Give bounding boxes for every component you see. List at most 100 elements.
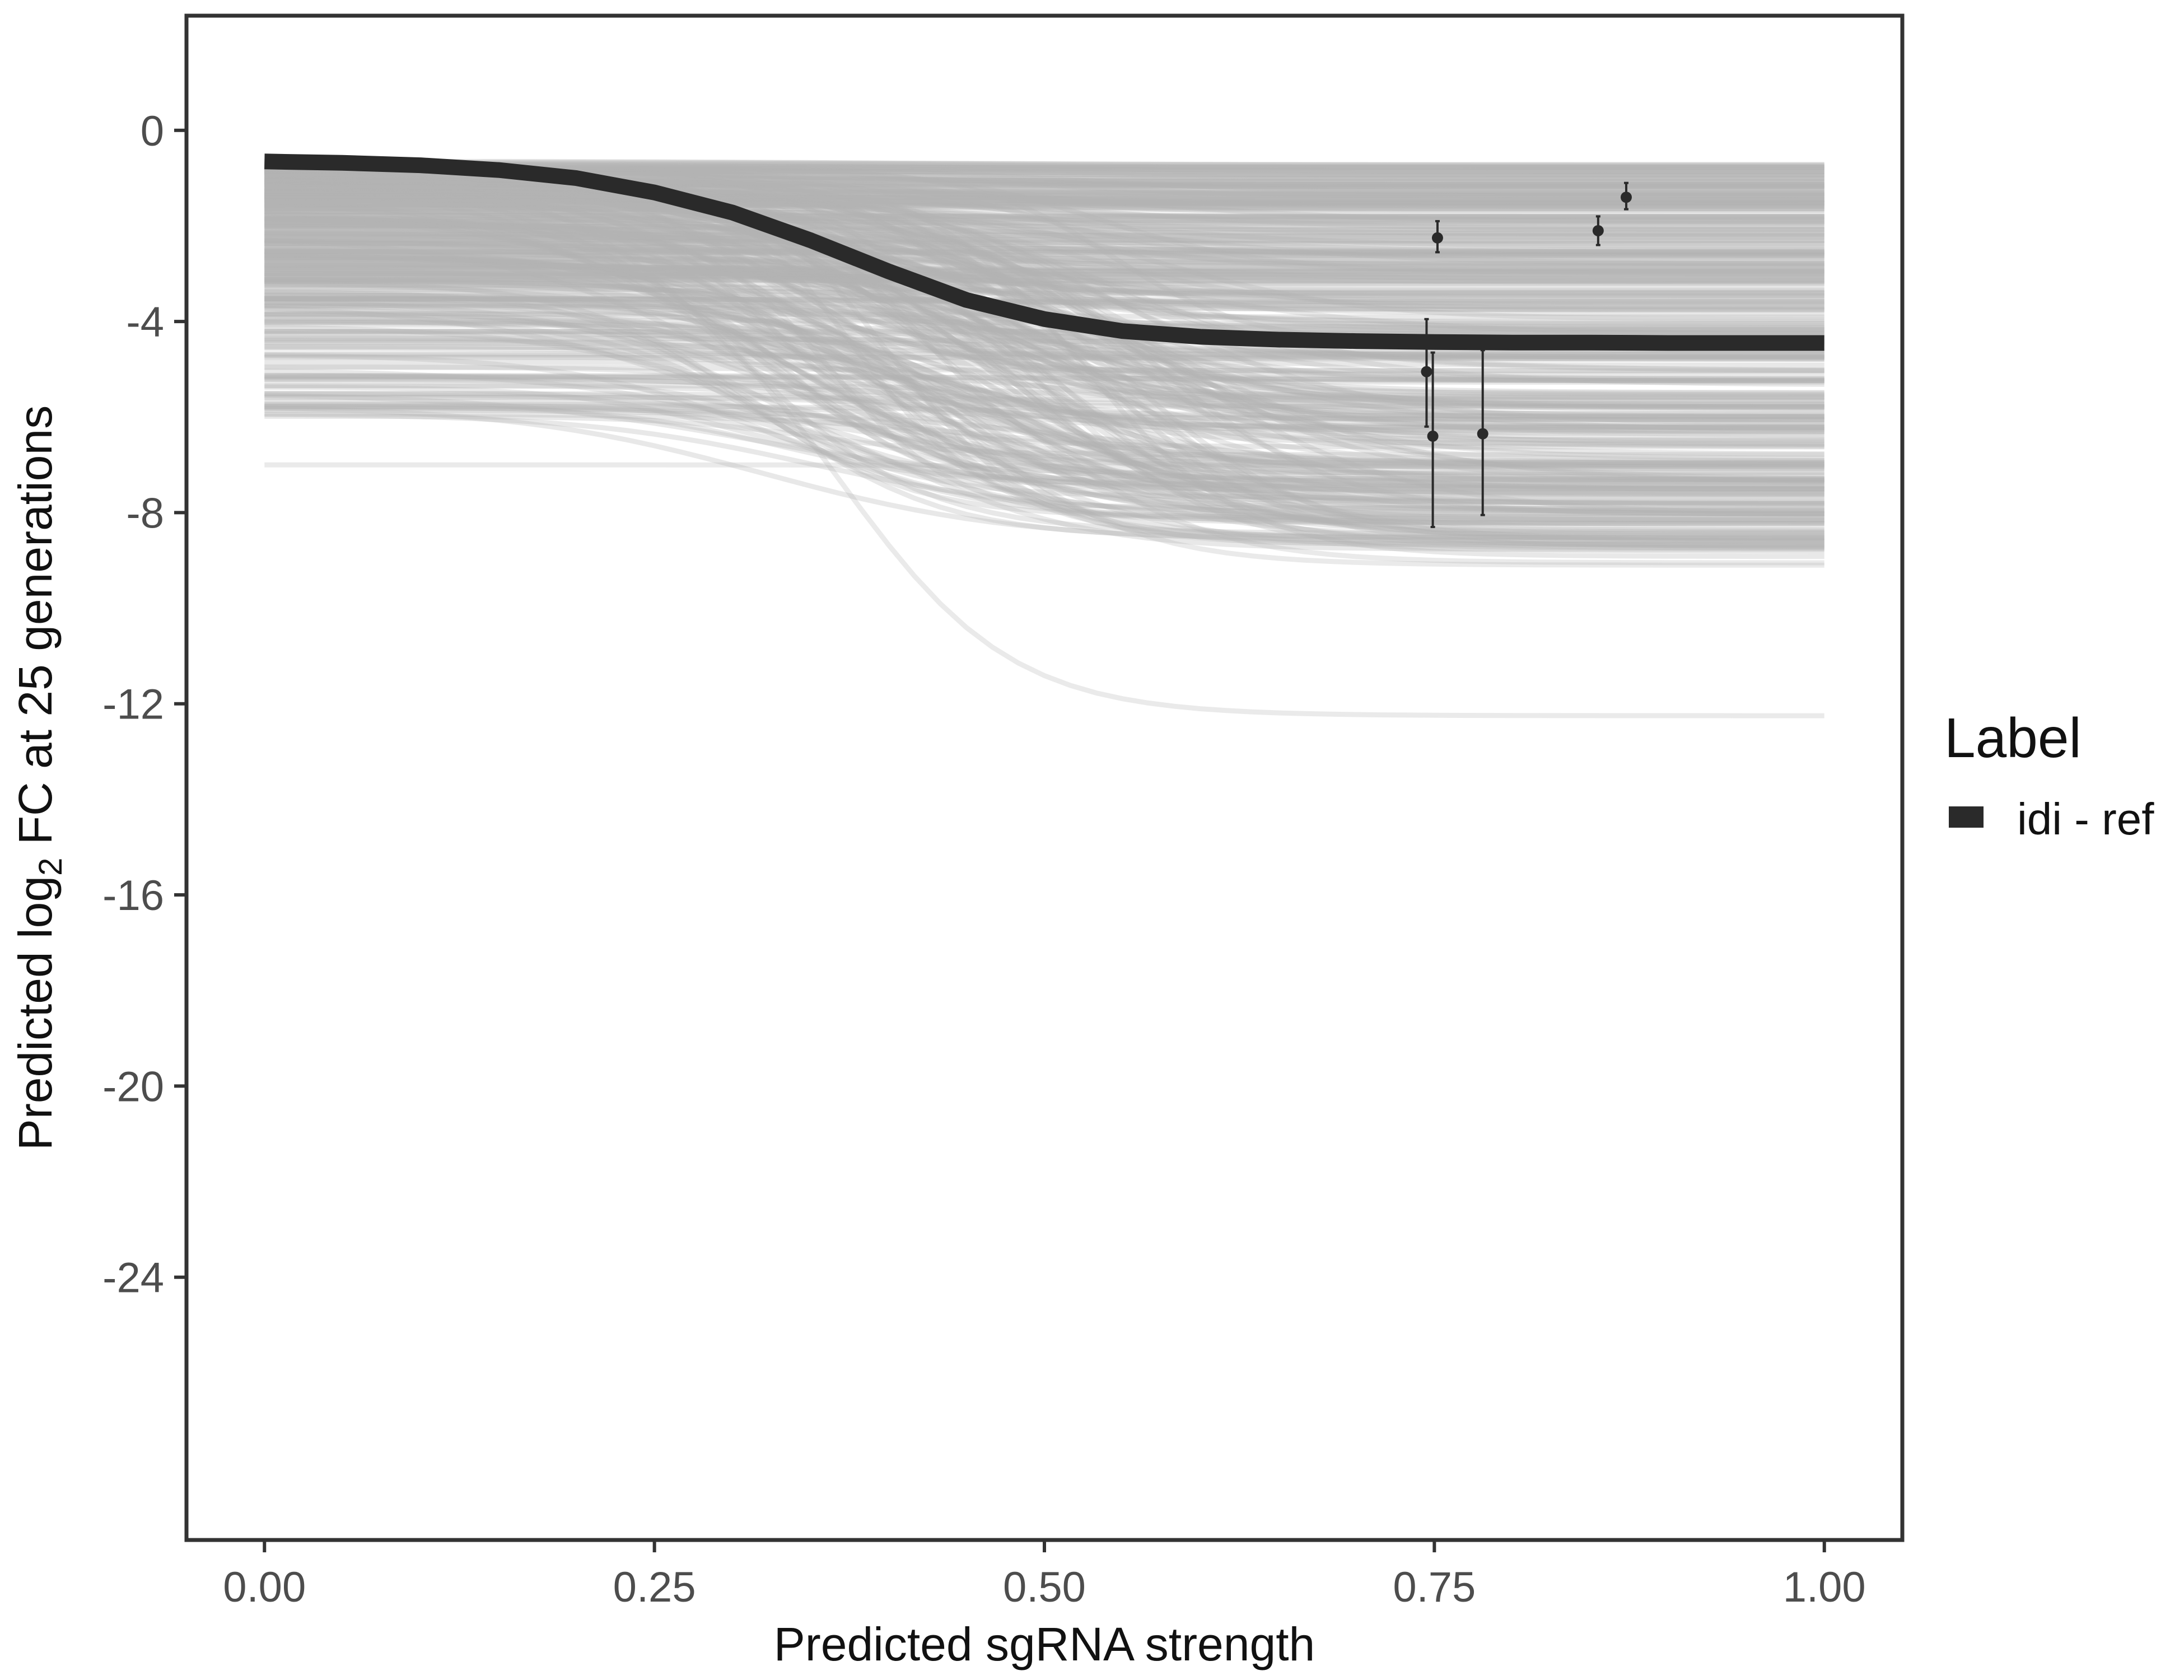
- posterior-draw-line: [264, 239, 1824, 268]
- posterior-draw-line: [264, 395, 1824, 403]
- posterior-draw-line: [264, 221, 1824, 520]
- posterior-draw-line: [264, 256, 1824, 465]
- posterior-draw-line: [264, 194, 1824, 475]
- posterior-draw-line: [264, 179, 1824, 276]
- posterior-draw-line: [264, 251, 1824, 514]
- y-tick-label: -16: [102, 872, 164, 920]
- posterior-draw-line: [264, 269, 1824, 537]
- posterior-draw-line: [264, 253, 1824, 298]
- posterior-draw-line: [264, 354, 1824, 512]
- posterior-draw-line: [264, 230, 1824, 483]
- posterior-draw-line: [264, 179, 1824, 491]
- posterior-draw-line: [264, 329, 1824, 505]
- posterior-draw-line: [264, 217, 1824, 232]
- posterior-draw-line: [264, 377, 1824, 488]
- posterior-draw-line: [264, 245, 1824, 337]
- posterior-draw-line: [264, 393, 1824, 496]
- posterior-draw-line: [264, 240, 1824, 259]
- posterior-draw-line: [264, 374, 1824, 422]
- posterior-draw-line: [264, 324, 1824, 485]
- posterior-draw-line: [264, 264, 1824, 272]
- posterior-draw-line: [264, 200, 1824, 206]
- posterior-draw-line: [264, 271, 1824, 281]
- posterior-draw-line: [264, 207, 1824, 517]
- posterior-draw-outlier: [264, 462, 1824, 470]
- posterior-draw-line: [264, 384, 1824, 475]
- posterior-draw-line: [264, 296, 1824, 313]
- posterior-draw-line: [264, 243, 1824, 282]
- posterior-draw-line: [264, 277, 1824, 287]
- posterior-draw-line: [264, 189, 1824, 220]
- posterior-draw-line: [264, 259, 1824, 268]
- posterior-draw-line: [264, 252, 1824, 330]
- posterior-draw-line: [264, 268, 1824, 324]
- posterior-draw-line: [264, 232, 1824, 240]
- posterior-draw-line: [264, 182, 1824, 189]
- posterior-draw-line: [264, 195, 1824, 209]
- posterior-draw-line: [264, 256, 1824, 492]
- data-point: [1477, 428, 1488, 440]
- legend: Label idi - ref: [1944, 707, 2154, 844]
- x-axis: 0.00 0.25 0.50 0.75 1.00: [223, 1540, 1866, 1611]
- posterior-draw-line: [264, 340, 1824, 360]
- posterior-draw-outlier: [264, 319, 1824, 566]
- posterior-draw-line: [264, 223, 1824, 467]
- posterior-draw-line: [264, 249, 1824, 305]
- posterior-draw-line: [264, 235, 1824, 491]
- posterior-draw-line: [264, 251, 1824, 430]
- posterior-draw-line: [264, 226, 1824, 236]
- x-tick-label: 0.25: [613, 1564, 696, 1611]
- posterior-draw-line: [264, 218, 1824, 296]
- posterior-draw-line: [264, 279, 1824, 500]
- posterior-draw-line: [264, 230, 1824, 377]
- posterior-draw-line: [264, 240, 1824, 398]
- posterior-draw-line: [264, 211, 1824, 554]
- posterior-draw-line: [264, 204, 1824, 483]
- posterior-draw-line: [264, 373, 1824, 382]
- y-axis-title-prefix: Predicted log: [9, 876, 62, 1150]
- y-axis: 0 -4 -8 -12 -16 -20 -24: [102, 108, 186, 1302]
- posterior-draw-line: [264, 192, 1824, 358]
- posterior-draw-line: [264, 278, 1824, 463]
- posterior-draw-line: [264, 279, 1824, 374]
- y-tick-label: -12: [102, 681, 164, 729]
- posterior-draw-line: [264, 265, 1824, 273]
- posterior-draw-line: [264, 161, 1824, 170]
- posterior-draw-line: [264, 175, 1824, 356]
- posterior-draw-line: [264, 203, 1824, 212]
- posterior-draw-line: [264, 374, 1824, 383]
- posterior-draw-line: [264, 295, 1824, 360]
- posterior-draw-line: [264, 239, 1824, 310]
- posterior-draw-line: [264, 188, 1824, 197]
- posterior-draw-outlier: [264, 328, 1824, 534]
- posterior-draw-line: [264, 352, 1824, 360]
- data-point: [1421, 366, 1432, 377]
- posterior-draw-line: [264, 405, 1824, 544]
- posterior-draw-line: [264, 249, 1824, 255]
- posterior-draw-line: [264, 184, 1824, 200]
- posterior-draw-line: [264, 232, 1824, 538]
- posterior-draw-line: [264, 158, 1824, 168]
- posterior-draw-line: [264, 360, 1824, 430]
- posterior-draw-line: [264, 267, 1824, 549]
- y-axis-title: Predicted log2 FC at 25 generations: [9, 405, 69, 1150]
- posterior-draw-line: [264, 217, 1824, 337]
- posterior-draw-line: [264, 167, 1824, 483]
- posterior-draw-line: [264, 238, 1824, 506]
- posterior-draw-outlier: [264, 248, 1824, 718]
- posterior-draw-line: [264, 288, 1824, 296]
- posterior-draw-line: [264, 217, 1824, 226]
- posterior-draw-line: [264, 181, 1824, 189]
- posterior-draw-line: [264, 273, 1824, 427]
- posterior-draw-line: [264, 365, 1824, 409]
- posterior-draw-line: [264, 271, 1824, 279]
- posterior-draw-line: [264, 199, 1824, 322]
- posterior-draw-line: [264, 292, 1824, 433]
- posterior-draw-line: [264, 172, 1824, 256]
- posterior-draw-line: [264, 404, 1824, 419]
- posterior-draw-line: [264, 252, 1824, 542]
- main-curve-idi-ref: [264, 153, 1824, 351]
- posterior-draw-line: [264, 401, 1824, 471]
- y-axis-title-suffix: FC at 25 generations: [9, 405, 62, 858]
